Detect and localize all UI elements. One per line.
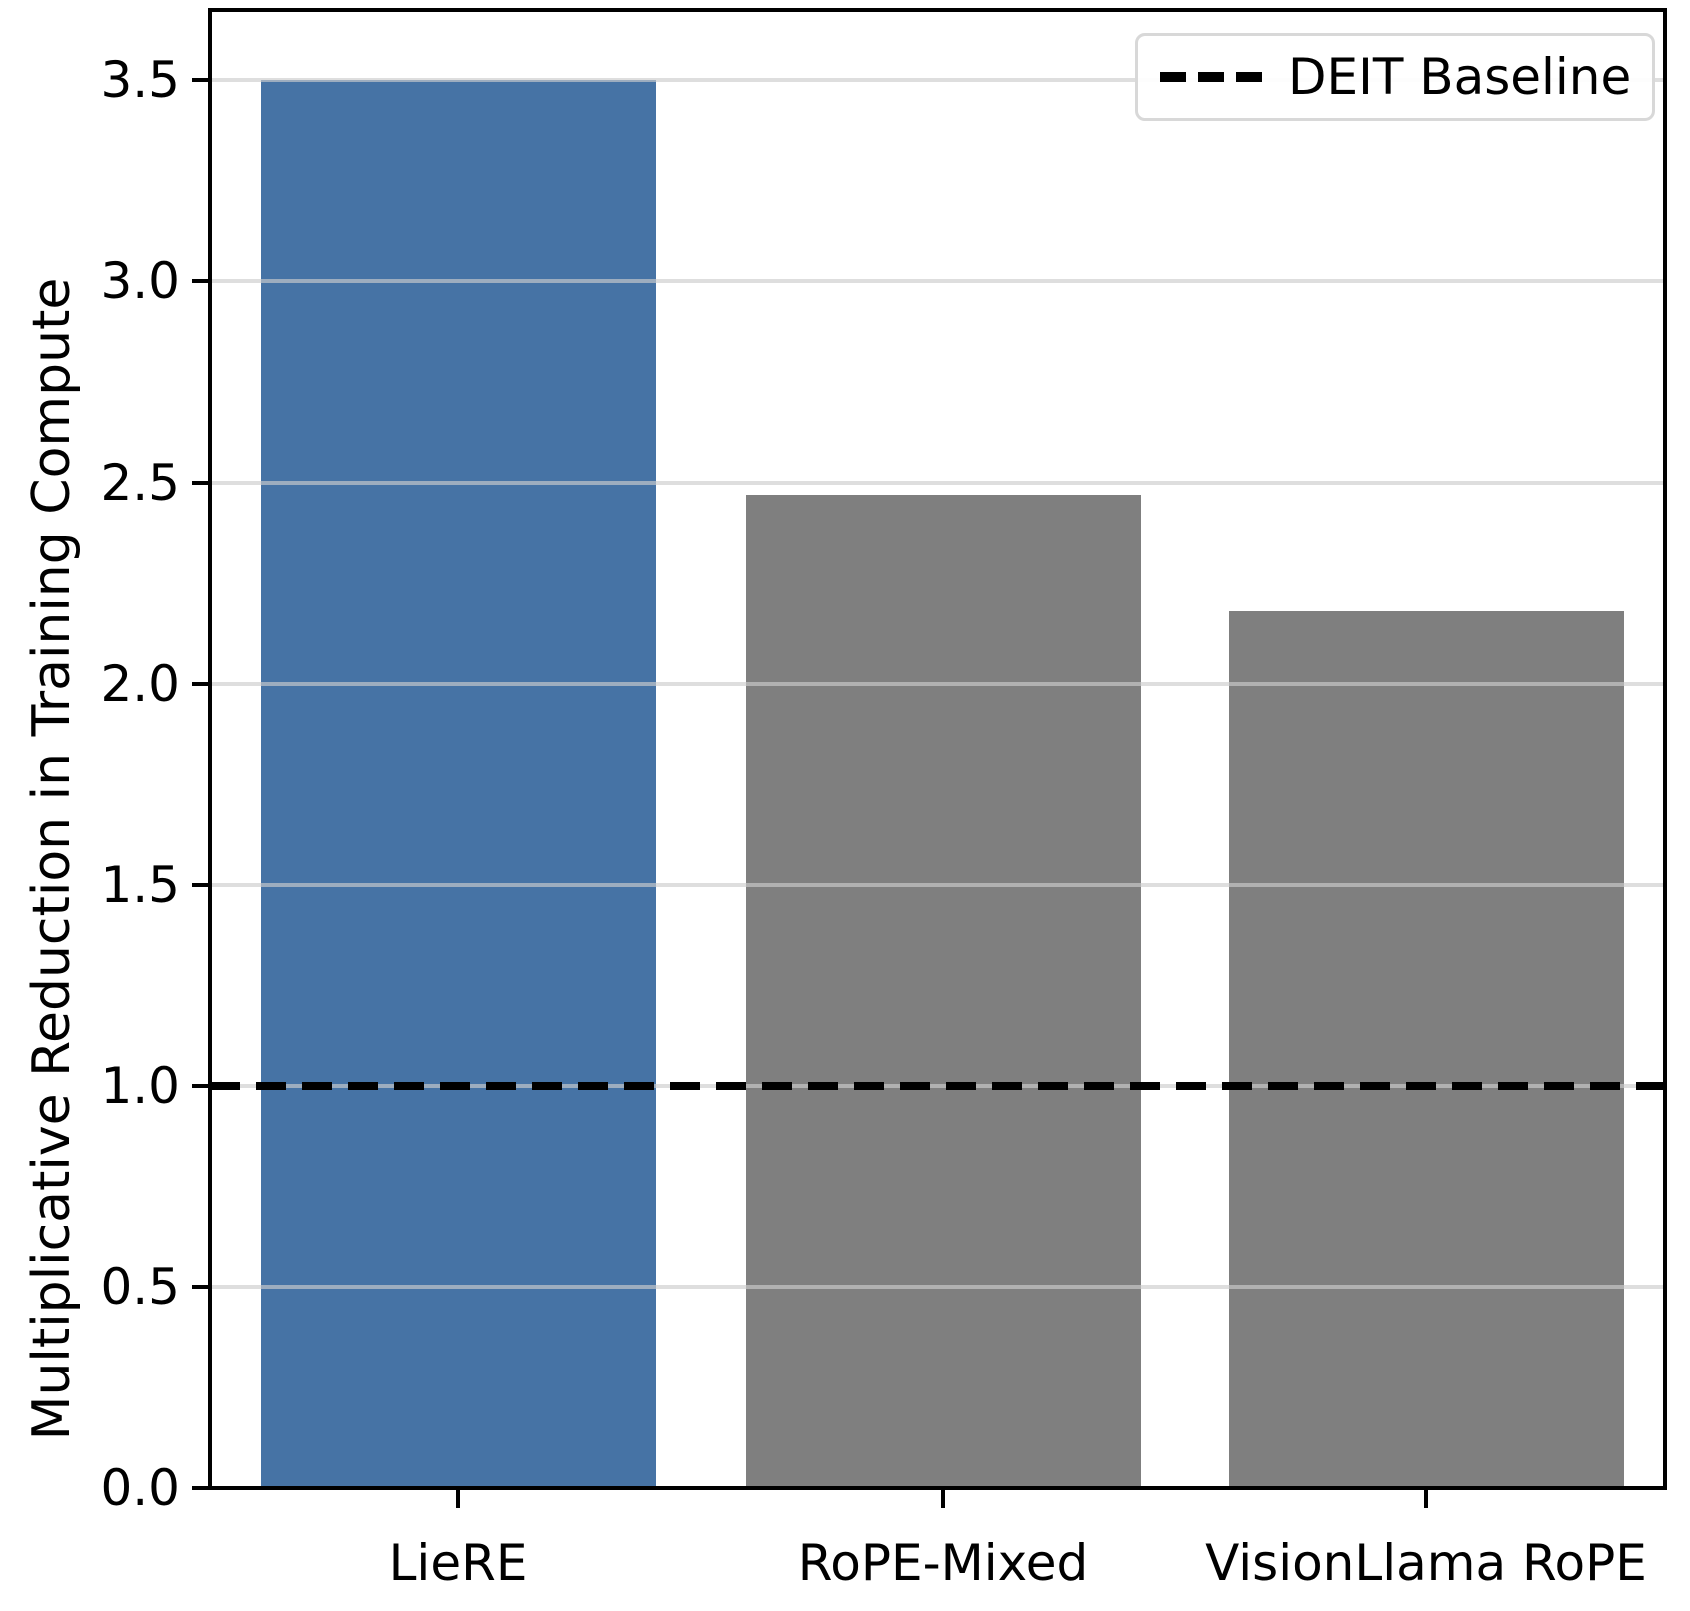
x-tick-label-visionllama-rope: VisionLlama RoPE xyxy=(1205,1534,1647,1592)
legend: DEIT Baseline xyxy=(1135,33,1655,121)
y-tick-label-3.5: 3.5 xyxy=(100,51,180,110)
gridline-y-2 xyxy=(210,681,1665,686)
gridline-y-3.5 xyxy=(210,78,1665,83)
bar-rope-mixed xyxy=(745,494,1141,1488)
y-tick-label-1: 1.0 xyxy=(100,1056,180,1115)
bar-visionllama-rope xyxy=(1228,611,1624,1488)
y-tick-2 xyxy=(192,681,210,686)
gridline-y-1.5 xyxy=(210,882,1665,887)
baseline-dashed-line xyxy=(210,1081,1665,1090)
y-tick-0.5 xyxy=(192,1284,210,1289)
x-tick-label-liere: LieRE xyxy=(388,1534,528,1592)
bar-liere xyxy=(260,80,656,1488)
y-tick-label-1.5: 1.5 xyxy=(100,855,180,914)
gridline-y-2.5 xyxy=(210,480,1665,485)
y-tick-label-2.5: 2.5 xyxy=(100,453,180,512)
gridline-y-0.5 xyxy=(210,1284,1665,1289)
y-tick-1 xyxy=(192,1083,210,1088)
dashed-line-legend-icon xyxy=(1160,72,1262,82)
y-tick-3.5 xyxy=(192,78,210,83)
gridline-y-3 xyxy=(210,279,1665,284)
y-tick-label-3: 3.0 xyxy=(100,252,180,311)
y-tick-label-0: 0.0 xyxy=(100,1459,180,1517)
legend-entry-label: DEIT Baseline xyxy=(1288,48,1632,106)
y-tick-1.5 xyxy=(192,882,210,887)
y-tick-0 xyxy=(192,1486,210,1490)
x-tick-1 xyxy=(941,1490,945,1508)
y-tick-2.5 xyxy=(192,480,210,485)
y-tick-label-2: 2.0 xyxy=(100,654,180,713)
y-axis-label: Multiplicative Reduction in Training Com… xyxy=(22,277,82,1441)
y-tick-3 xyxy=(192,279,210,284)
x-tick-2 xyxy=(1424,1490,1428,1508)
x-tick-label-rope-mixed: RoPE-Mixed xyxy=(797,1534,1089,1592)
x-tick-0 xyxy=(456,1490,460,1508)
y-tick-label-0.5: 0.5 xyxy=(100,1257,180,1316)
